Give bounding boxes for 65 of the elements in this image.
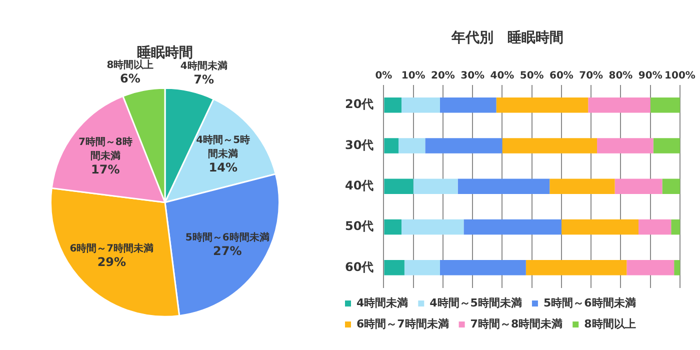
y-tick-label: 60代 (344, 260, 374, 274)
data-label: 14% (208, 160, 238, 174)
x-tick-label: 100% (664, 70, 696, 82)
bar (588, 98, 650, 113)
bar (458, 178, 550, 194)
x-tick-label: 80% (608, 70, 633, 82)
bar (384, 219, 402, 235)
bar (671, 219, 680, 235)
data-label: 6% (120, 72, 140, 86)
bar (384, 138, 399, 154)
bar (440, 98, 496, 113)
slice-label: 7時間～8時間未満 (78, 136, 132, 162)
bar (502, 138, 598, 154)
bar (650, 98, 680, 113)
y-tick-label: 20代 (344, 97, 374, 112)
slice-label: 4時間未満 (180, 60, 228, 72)
slice-label: 6時間～7時間未満 (70, 242, 154, 254)
data-label: 7% (194, 72, 214, 86)
bar (413, 178, 458, 194)
bar (384, 98, 402, 113)
legend-label: 6時間～7時間未満 (356, 317, 449, 330)
data-label: 17% (91, 162, 120, 176)
bar (384, 260, 404, 276)
slice-label: 8時間以上 (106, 59, 154, 72)
bar (626, 260, 674, 276)
bar (401, 98, 440, 113)
legend-label: 4時間～5時間未満 (430, 296, 522, 310)
data-label: 27% (213, 244, 242, 258)
bar (464, 219, 562, 235)
x-tick-label: 70% (579, 70, 604, 82)
x-tick-label: 60% (550, 70, 574, 82)
bar (526, 260, 627, 276)
bar (404, 260, 440, 276)
slice-label: 5時間～6時間未満 (185, 231, 270, 244)
legend-label: 4時間未満 (356, 296, 408, 310)
x-tick-label: 20% (430, 70, 455, 82)
bar (384, 178, 414, 194)
bar (674, 260, 680, 276)
bar (662, 178, 680, 194)
x-tick-label: 40% (490, 70, 514, 82)
bar (561, 219, 639, 235)
bar (638, 219, 672, 235)
bar (496, 98, 588, 113)
slice-label: 4時間～5時間未満 (196, 134, 250, 160)
legend-label: 5時間～6時間未満 (543, 296, 636, 310)
x-tick-label: 10% (401, 70, 426, 82)
bar (401, 219, 464, 235)
bar (398, 138, 426, 154)
x-tick-label: 90% (638, 70, 662, 82)
x-tick-label: 30% (460, 70, 485, 82)
bar (614, 178, 662, 194)
x-tick-label: 0% (375, 70, 392, 82)
y-tick-label: 40代 (344, 178, 374, 193)
chart-title: 年代別 睡眠時間 (450, 30, 564, 46)
legend-label: 7時間～8時間未満 (470, 317, 563, 330)
bar (653, 138, 680, 154)
legend-label: 8時間以上 (584, 317, 636, 330)
data-label: 29% (97, 254, 126, 269)
bar (597, 138, 654, 154)
bar (425, 138, 502, 154)
bar (440, 260, 526, 276)
y-tick-label: 50代 (344, 219, 374, 234)
bar (550, 178, 615, 194)
y-tick-label: 30代 (344, 138, 374, 152)
x-tick-label: 50% (520, 70, 544, 82)
